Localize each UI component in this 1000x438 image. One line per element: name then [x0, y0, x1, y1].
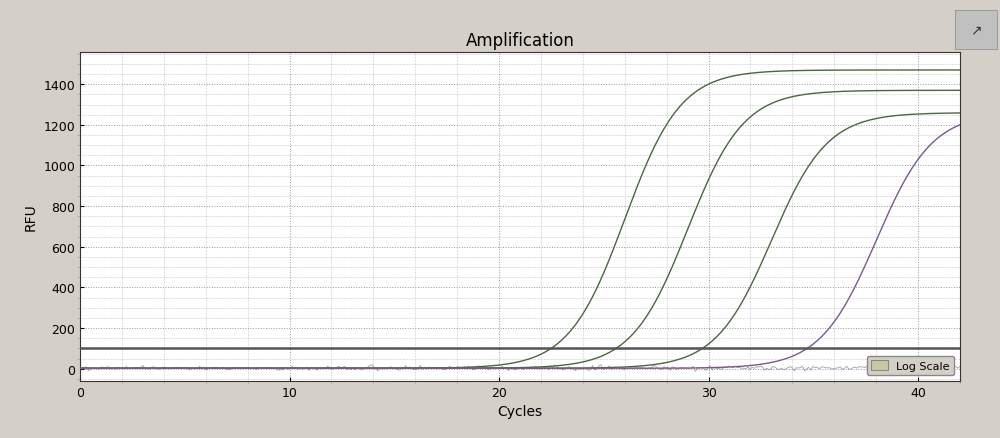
Text: ↗: ↗: [970, 24, 982, 38]
Legend: Log Scale: Log Scale: [866, 356, 954, 375]
X-axis label: Cycles: Cycles: [497, 404, 543, 418]
Y-axis label: RFU: RFU: [24, 203, 38, 231]
Title: Amplification: Amplification: [466, 32, 574, 49]
